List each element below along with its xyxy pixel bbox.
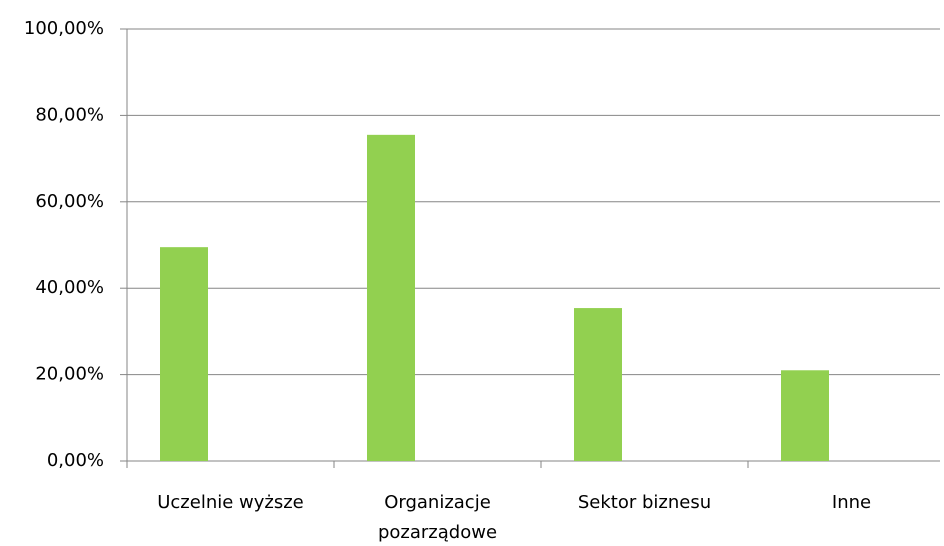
y-tick-label: 80,00%: [35, 104, 104, 125]
y-tick-label: 40,00%: [35, 277, 104, 298]
bar: [574, 308, 622, 461]
x-tick-label: Uczelnie wyższe: [157, 492, 304, 513]
y-tick-label: 100,00%: [24, 18, 104, 39]
x-tick-label: Organizacje pozarządowe: [377, 492, 498, 543]
x-tick-label: Inne: [831, 492, 872, 513]
y-tick-label: 60,00%: [35, 191, 104, 212]
bar: [367, 134, 415, 461]
y-tick-label: 0,00%: [47, 450, 104, 471]
bar: [160, 247, 208, 461]
bar: [781, 370, 829, 461]
y-tick-label: 20,00%: [35, 364, 104, 385]
x-tick-label: Sektor biznesu: [577, 492, 712, 513]
